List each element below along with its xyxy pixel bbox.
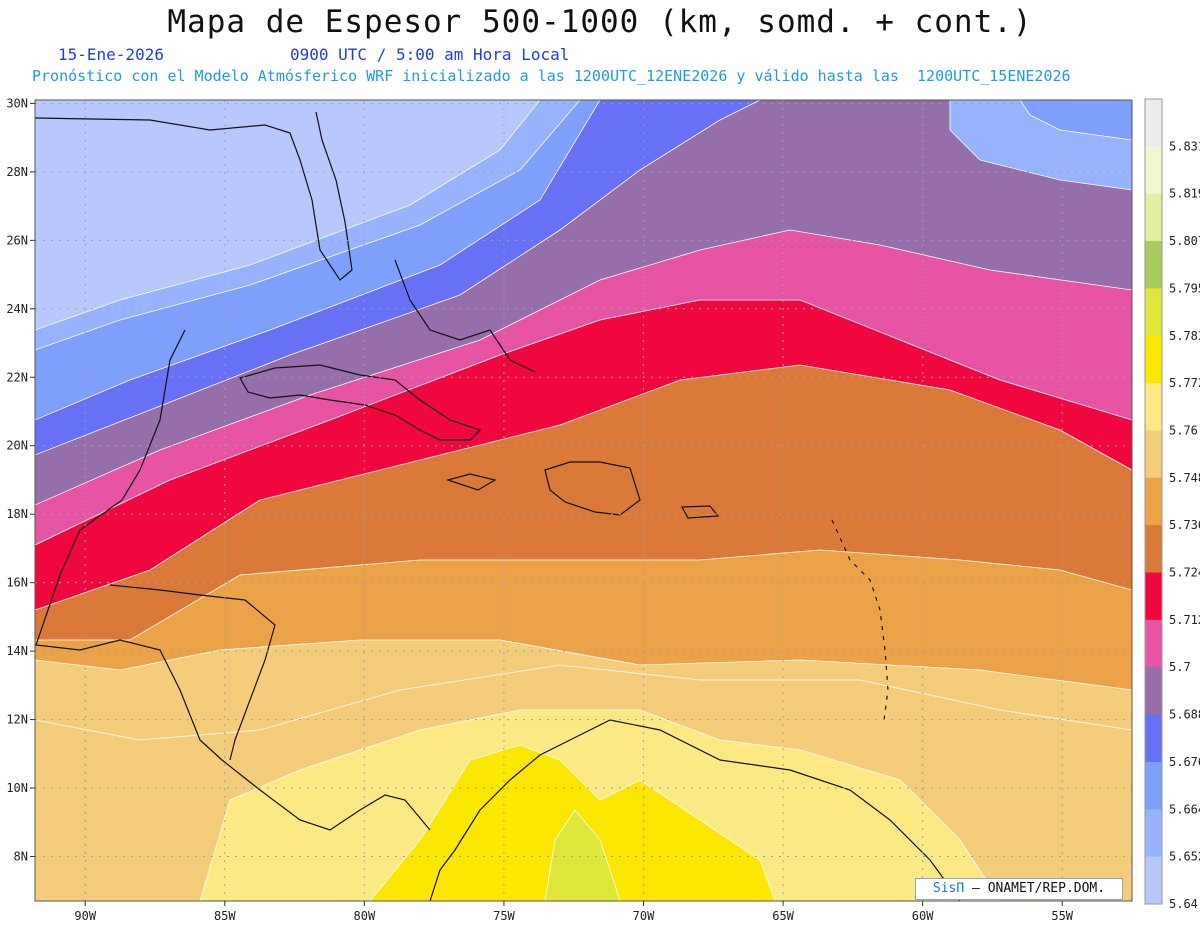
longitude-labels: 90W 85W 80W 75W 70W 65W 60W 55W [74, 901, 1074, 923]
model-info: Pronóstico con el Modelo Atmósferico WRF… [32, 67, 1071, 85]
lat-label: 20N [6, 439, 28, 453]
island-puerto-rico [681, 505, 720, 519]
legend-label: 5.76 [1169, 423, 1198, 437]
forecast-date: 15-Ene-2026 [58, 45, 164, 64]
legend-label: 5.807 [1169, 234, 1200, 248]
lat-label: 14N [6, 644, 28, 658]
lat-label: 12N [6, 713, 28, 727]
map-frame [34, 99, 1133, 902]
legend-swatch [1145, 809, 1162, 858]
lat-label: 8N [14, 850, 28, 864]
legend-label: 5.736 [1169, 518, 1200, 532]
lat-label: 24N [6, 302, 28, 316]
forecast-time: 0900 UTC / 5:00 am Hora Local [290, 45, 570, 64]
island-jamaica [445, 473, 497, 491]
legend-swatch [1145, 430, 1162, 479]
legend-swatch [1145, 572, 1162, 621]
lon-label: 80W [354, 909, 376, 923]
graticule [35, 100, 1132, 901]
legend-swatch [1145, 288, 1162, 337]
legend-label: 5.652 [1169, 850, 1200, 864]
legend-label: 5.688 [1169, 708, 1200, 722]
legend-swatch [1145, 477, 1162, 526]
thickness-band [544, 809, 621, 901]
legend-swatch [1145, 761, 1162, 810]
island-cuba [239, 364, 482, 441]
legend-swatch [1145, 335, 1162, 384]
lon-label: 70W [633, 909, 655, 923]
legend-swatch [1145, 146, 1162, 195]
legend-label: 5.831 [1169, 139, 1200, 153]
legend-swatch [1145, 383, 1162, 431]
lat-label: 10N [6, 781, 28, 795]
legend-swatch [1145, 667, 1162, 716]
legend-label: 5.712 [1169, 613, 1200, 627]
legend-swatch [1145, 619, 1162, 668]
legend-swatch [1145, 241, 1162, 289]
lat-label: 30N [6, 96, 28, 110]
islands-bahamas [394, 259, 536, 373]
legend-label: 5.772 [1169, 376, 1200, 390]
lon-label: 90W [74, 909, 96, 923]
thickness-band [1019, 100, 1132, 141]
legend-label: 5.664 [1169, 802, 1200, 816]
legend-swatch [1145, 99, 1162, 147]
legend-swatch [1145, 856, 1162, 905]
color-legend: 5.831 5.819 5.807 5.795 5.783 5.772 5.76 5.748 5… [1144, 98, 1200, 911]
legend-label: 5.676 [1169, 755, 1200, 769]
lon-label: 75W [493, 909, 515, 923]
legend-swatch [1145, 714, 1162, 763]
islands-lesser-antilles [831, 519, 889, 721]
lat-label: 26N [6, 233, 28, 247]
lat-label: 18N [6, 507, 28, 521]
legend-frame [1144, 98, 1163, 905]
sispi-logo: SisΠ [932, 881, 965, 896]
coast-honduras [109, 584, 276, 761]
legend-label: 5.724 [1169, 566, 1200, 580]
legend-label: 5.819 [1169, 187, 1200, 201]
coast-south-america [429, 719, 961, 901]
lat-label: 16N [6, 576, 28, 590]
lon-label: 65W [772, 909, 794, 923]
lon-label: 85W [214, 909, 236, 923]
legend-label: 5.748 [1169, 471, 1200, 485]
map-title: Mapa de Espesor 500-1000 (km, somd. + co… [167, 4, 1033, 40]
legend-label: 5.783 [1169, 329, 1200, 343]
latitude-labels: 30N 28N 26N 24N 22N 20N 18N 16N 14N 12N 10N 8N [6, 96, 35, 864]
coast-central-america [35, 329, 431, 831]
lat-label: 22N [6, 370, 28, 384]
lon-label: 55W [1051, 909, 1073, 923]
coastlines [35, 111, 961, 901]
legend-swatch [1145, 193, 1162, 242]
thickness-band [35, 100, 541, 331]
island-hispaniola [544, 461, 641, 516]
lat-label: 28N [6, 165, 28, 179]
legend-label: 5.7 [1169, 660, 1191, 674]
map-plot-area [35, 100, 1132, 901]
credit-text: ONAMET/REP.DOM. [987, 881, 1106, 896]
coast-florida [35, 111, 353, 281]
legend-label: 5.795 [1169, 281, 1200, 295]
lon-label: 60W [912, 909, 934, 923]
legend-label: 5.64 [1169, 897, 1198, 911]
thickness-bands [35, 100, 1132, 901]
legend-swatch [1145, 525, 1162, 574]
credit-box: SisΠ – ONAMET/REP.DOM. [915, 878, 1123, 900]
